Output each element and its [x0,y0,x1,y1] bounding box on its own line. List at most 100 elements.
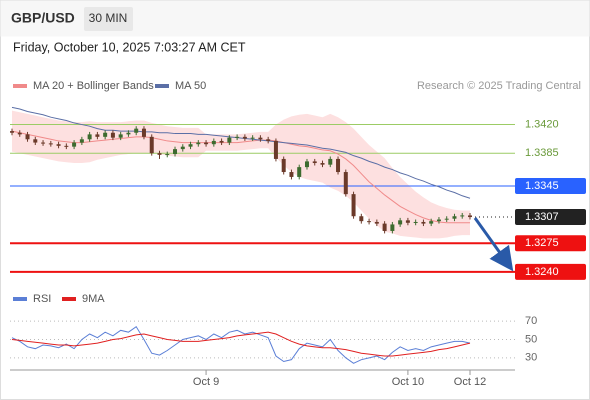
candle-body [235,136,240,138]
candle-body [25,134,30,140]
level-label: 1.3345 [525,180,559,192]
candle-body [149,136,154,154]
legend-swatch [13,297,27,301]
rsi-line [11,325,471,364]
candle-body [289,172,294,177]
rsi-panel: 30 50 70 Oct 9 Oct 10 Oct 12 [10,315,537,388]
legend-swatch [13,84,27,88]
level-label: 1.3307 [525,211,559,223]
candle-body [118,134,123,138]
candle-body [374,221,379,224]
candle-body [188,144,193,147]
bollinger-band [12,110,470,239]
candle-body [343,172,348,195]
ma-line [11,106,471,199]
candle-body [157,153,162,155]
candle-body [72,142,77,147]
legend-label: MA 50 [175,80,206,92]
candle-body [48,143,53,145]
candle-body [367,221,372,223]
candle-body [10,131,14,133]
candle-body [180,146,185,150]
legend: MA 20 + Bollinger Bands MA 50 [13,80,206,92]
candle-body [273,140,278,159]
candle-body [141,128,146,137]
level-label: 1.3275 [525,237,559,249]
candle-body [297,167,302,177]
x-tick-label: Oct 10 [392,376,424,388]
level-label: 1.3420 [525,118,559,130]
candle-body [460,215,465,217]
candle-body [56,144,61,146]
legend-swatch [155,84,169,88]
legend-swatch [62,297,76,301]
candle-body [87,134,92,140]
level-label-box [515,263,586,280]
candle-body [17,132,22,135]
price-panel: 1.3420 1.3385 1.3345 1.3307 1.3275 1.3240 [10,106,586,280]
candle-body [304,161,309,168]
level-label-box [515,177,586,194]
x-tick-label: Oct 12 [454,376,486,388]
candle-body [211,140,216,145]
rsi-legend: RSI 9MA [13,293,105,305]
y-tick-label: 70 [525,315,537,327]
candle-body [95,134,100,137]
candle-body [258,137,263,140]
y-tick-label: 50 [525,333,537,345]
legend-label: 9MA [82,293,105,305]
candle-body [281,158,286,173]
candle-body [413,221,418,223]
candle-body [328,158,333,165]
candle-body [33,139,38,143]
level-label: 1.3385 [525,147,559,159]
candle-body [336,158,341,173]
candle-body [359,216,364,222]
credit: Research © 2025 Trading Central [417,80,581,92]
candle-body [79,139,84,143]
candle-body [165,154,170,156]
candle-body [41,142,46,144]
y-tick-label: 30 [525,352,537,364]
candle-body [444,218,449,220]
legend-label: MA 20 + Bollinger Bands [33,80,154,92]
candle-body [468,215,472,218]
candle-body [452,216,457,219]
candle-body [242,136,247,139]
candle-body [429,221,434,224]
level-label-box [515,235,586,252]
ma-line [11,130,470,224]
candle-body [134,128,139,133]
candle-body [320,163,325,165]
x-tick-label: Oct 9 [193,376,219,388]
candle-body [398,220,403,225]
interval: 30 MIN [89,11,128,25]
candle-body [103,132,108,137]
candle-body [436,219,441,222]
timestamp: Friday, October 10, 2025 7:03:27 AM CET [13,40,246,54]
legend-label: RSI [33,293,51,305]
candle-body [351,194,356,217]
candle-body [312,161,317,164]
candle-body [173,149,178,155]
candle-body [227,137,232,143]
candle-body [421,221,426,224]
forecast-arrow [473,217,514,272]
symbol: GBP/USD [11,10,75,26]
candle-body [382,223,387,231]
candle-body [219,140,224,143]
candle-body [250,137,255,139]
interval-box [84,7,133,31]
candle-body [405,220,410,223]
candle-body [204,142,209,145]
level-label-box [515,209,586,226]
candle-body [266,139,271,141]
candle-body [64,145,69,147]
candle-body [390,224,395,231]
level-label: 1.3240 [525,266,559,278]
candle-body [126,132,131,135]
candle-body [110,132,115,138]
